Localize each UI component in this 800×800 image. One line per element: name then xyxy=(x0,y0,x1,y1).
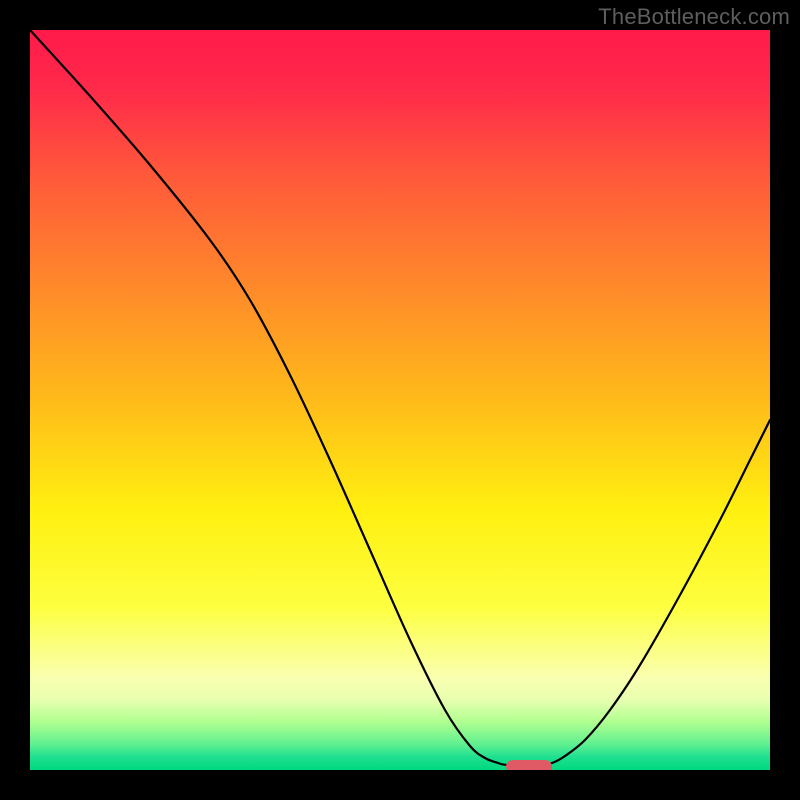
bottleneck-chart xyxy=(30,30,770,770)
watermark-text: TheBottleneck.com xyxy=(598,4,790,30)
chart-background xyxy=(30,30,770,770)
frame: TheBottleneck.com xyxy=(0,0,800,800)
plot-area xyxy=(30,30,770,770)
optimal-marker xyxy=(506,760,552,770)
